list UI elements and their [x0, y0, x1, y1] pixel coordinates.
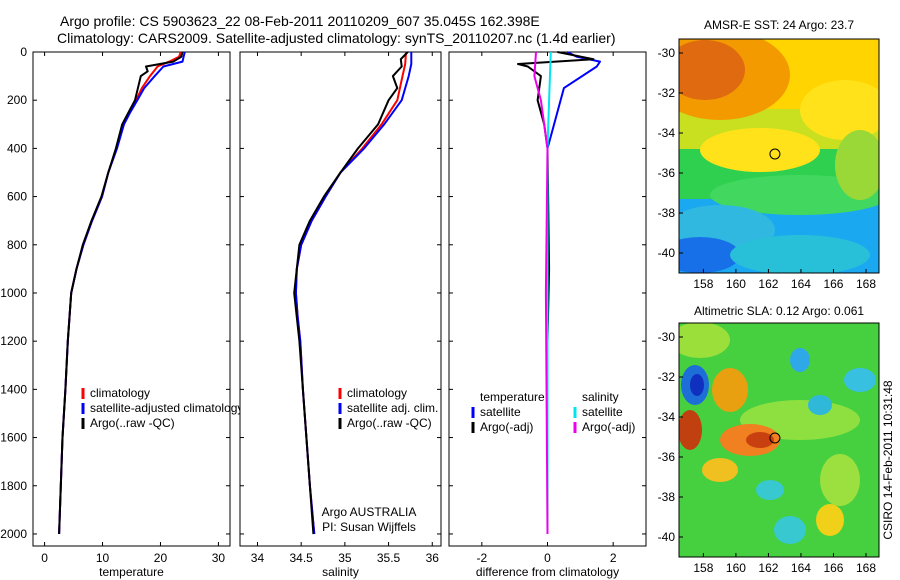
x-tick-label: 2 — [610, 551, 617, 565]
x-tick-label: 20 — [154, 551, 168, 565]
x-axis-label: salinity — [322, 565, 359, 579]
map-y-tick-label: -30 — [658, 330, 676, 344]
series-line-2 — [58, 51, 184, 535]
map-y-tick-label: -36 — [658, 450, 676, 464]
legend-entry: satellite adj. clim. — [347, 401, 438, 415]
map-frame — [678, 322, 880, 558]
map-x-tick-label: 158 — [693, 277, 713, 291]
legend-entry: Argo(..raw -QC) — [347, 416, 432, 430]
temperature-panel: 0 200 400 600 800 1000 1200 1400 1600 1800 2000 0 10… — [0, 45, 243, 579]
series-line-2 — [293, 51, 409, 535]
sst-map-title: AMSR-E SST: 24 Argo: 23.7 — [704, 18, 854, 32]
map-y-tick-label: -38 — [658, 490, 676, 504]
map-y-tick-label: -40 — [658, 246, 676, 260]
y-tick-label: 1000 — [0, 286, 27, 300]
map-y-tick-label: -34 — [658, 410, 676, 424]
sst-field — [679, 39, 879, 273]
x-tick-label: 34.5 — [289, 551, 313, 565]
legend-entry: satellite — [582, 405, 623, 419]
x-tick-label: 36 — [426, 551, 440, 565]
sst-map: AMSR-E SST: 24 Argo: 23.7 158 160 162 164 16… — [658, 18, 880, 291]
map-x-tick-label: 160 — [726, 277, 746, 291]
map-x-tick-label: 166 — [823, 561, 843, 575]
header-line-1: Argo profile: CS 5903623_22 08-Feb-2011 … — [60, 13, 540, 29]
legend-entry: Argo(..raw -QC) — [90, 416, 175, 430]
map-y-tick-label: -40 — [658, 530, 676, 544]
y-tick-label: 2000 — [0, 527, 27, 541]
legend-entry: Argo(-adj) — [480, 420, 533, 434]
series-line-2 — [546, 51, 552, 534]
legend: temperaturesatelliteArgo(-adj)salinitysa… — [471, 390, 635, 434]
annotation-line-2: PI: Susan Wijffels — [322, 520, 416, 534]
map-x-tick-label: 162 — [758, 561, 778, 575]
x-axis-label: temperature — [99, 565, 164, 579]
map-y-tick-label: -38 — [658, 206, 676, 220]
x-tick-label: -2 — [476, 551, 487, 565]
plot-frame — [32, 51, 231, 547]
legend-entry: climatology — [90, 386, 150, 400]
map-x-tick-label: 158 — [693, 561, 713, 575]
map-y-tick-label: -34 — [658, 126, 676, 140]
x-tick-label: 0 — [41, 551, 48, 565]
map-x-tick-label: 164 — [791, 277, 811, 291]
legend-entry: satellite-adjusted climatology — [90, 401, 243, 415]
y-tick-label: 0 — [20, 45, 27, 59]
legend-group-title: temperature — [480, 390, 545, 404]
x-tick-label: 35.5 — [377, 551, 401, 565]
y-tick-label: 1200 — [0, 334, 27, 348]
map-y-tick-label: -30 — [658, 46, 676, 60]
y-tick-label: 400 — [7, 141, 27, 155]
map-frame — [678, 38, 880, 274]
series-line-1 — [517, 51, 595, 534]
map-x-tick-label: 164 — [791, 561, 811, 575]
map-x-tick-label: 168 — [856, 561, 876, 575]
y-tick-label: 1600 — [0, 431, 27, 445]
y-tick-label: 200 — [7, 93, 27, 107]
y-tick-label: 1800 — [0, 479, 27, 493]
x-tick-label: 30 — [212, 551, 226, 565]
salinity-panel: 34 34.5 35 35.5 36 salinity climatologysatelli… — [239, 51, 442, 579]
map-y-tick-label: -32 — [658, 370, 676, 384]
side-label: CSIRO 14-Feb-2011 10:31:48 — [881, 380, 895, 540]
argo-location-marker — [769, 432, 781, 444]
legend-group-title: salinity — [582, 390, 619, 404]
sla-map: Altimetric SLA: 0.12 Argo: 0.061 158 160 1… — [658, 304, 880, 575]
legend-entry: satellite — [480, 405, 521, 419]
series-line-3 — [533, 51, 549, 535]
x-tick-label: 35 — [338, 551, 352, 565]
x-tick-label: 0 — [544, 551, 551, 565]
x-tick-label: 10 — [96, 551, 110, 565]
sla-map-title: Altimetric SLA: 0.12 Argo: 0.061 — [694, 304, 864, 318]
plot-frame — [239, 51, 442, 547]
x-axis-label: difference from climatology — [476, 565, 619, 579]
legend-entry: climatology — [347, 386, 407, 400]
map-x-tick-label: 168 — [856, 277, 876, 291]
x-tick-label: 34 — [251, 551, 265, 565]
y-tick-label: 1400 — [0, 382, 27, 396]
map-y-tick-label: -36 — [658, 166, 676, 180]
y-tick-label: 600 — [7, 190, 27, 204]
map-x-tick-label: 166 — [823, 277, 843, 291]
annotation-line-1: Argo AUSTRALIA — [322, 505, 417, 519]
y-tick-label: 800 — [7, 238, 27, 252]
legend-entry: Argo(-adj) — [582, 420, 635, 434]
argo-location-marker — [769, 148, 781, 160]
map-x-tick-label: 162 — [758, 277, 778, 291]
map-x-tick-label: 160 — [726, 561, 746, 575]
header-line-2: Climatology: CARS2009. Satellite-adjuste… — [57, 30, 615, 46]
sla-field — [679, 323, 879, 557]
map-y-tick-label: -32 — [658, 86, 676, 100]
